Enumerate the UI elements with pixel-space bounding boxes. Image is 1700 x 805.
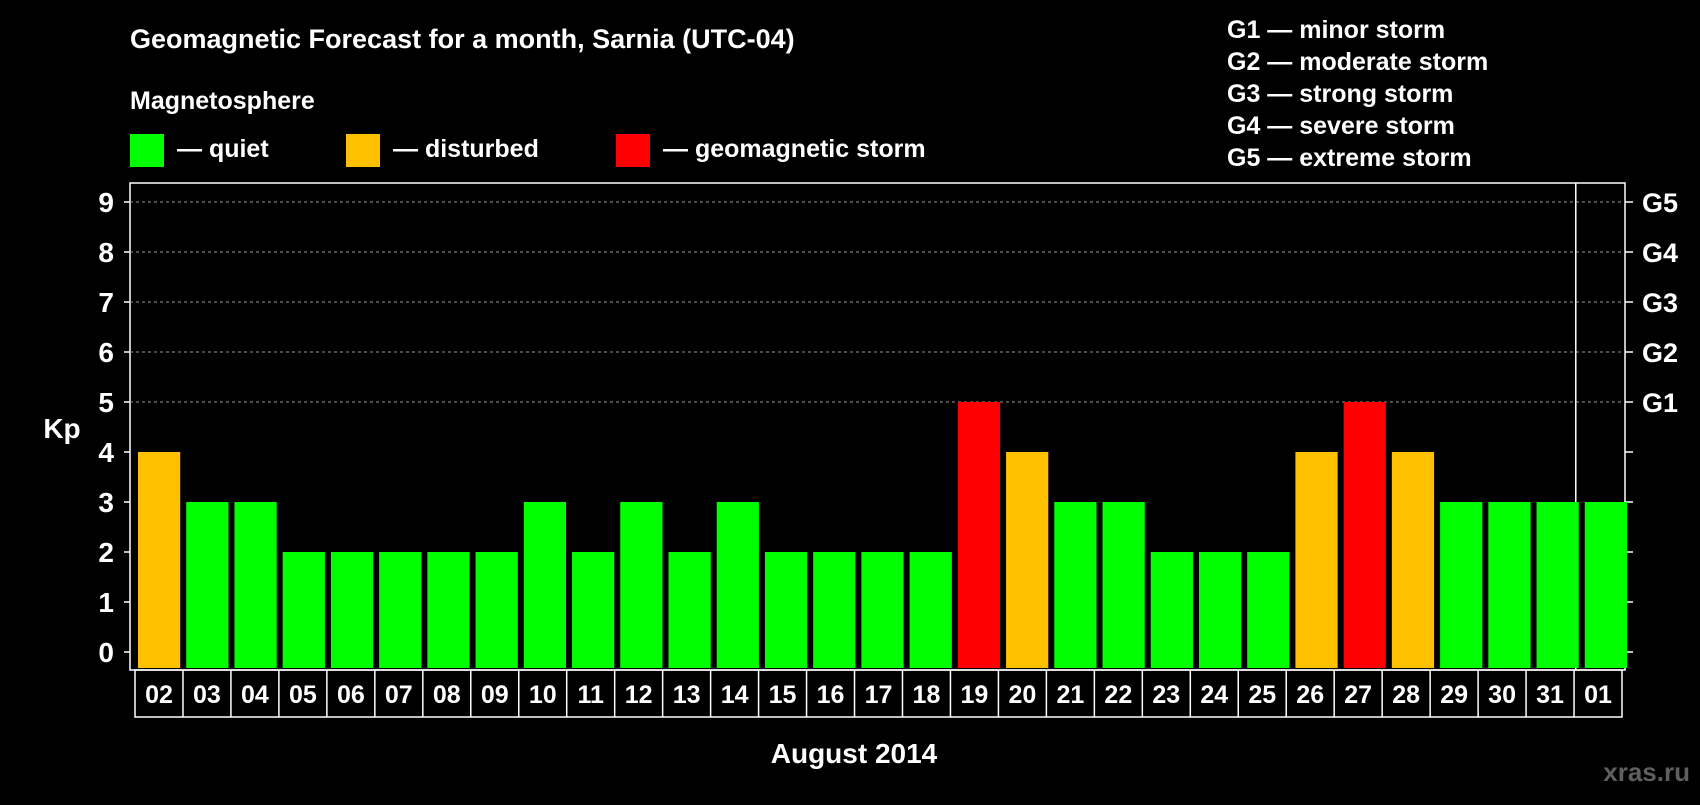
bar-29 bbox=[1440, 502, 1483, 668]
x-tick-label: 04 bbox=[241, 681, 269, 709]
bar-01 bbox=[1584, 502, 1627, 668]
storm-scale-item: G3 — strong storm bbox=[1227, 80, 1453, 108]
bar-18 bbox=[909, 552, 952, 668]
x-tick-label: 07 bbox=[385, 681, 413, 709]
x-tick-label: 30 bbox=[1488, 681, 1516, 709]
x-tick-label: 02 bbox=[145, 681, 173, 709]
bar-23 bbox=[1150, 552, 1193, 668]
x-axis-label: August 2014 bbox=[771, 738, 938, 769]
x-tick-label: 23 bbox=[1152, 681, 1180, 709]
x-tick-label: 28 bbox=[1392, 681, 1420, 709]
x-tick-label: 25 bbox=[1248, 681, 1276, 709]
x-tick-label: 09 bbox=[481, 681, 509, 709]
x-tick-label: 22 bbox=[1104, 681, 1132, 709]
bar-04 bbox=[234, 502, 277, 668]
x-tick-label: 29 bbox=[1440, 681, 1468, 709]
y-tick-label: 3 bbox=[98, 487, 114, 518]
x-tick-label: 06 bbox=[337, 681, 365, 709]
x-tick-label: 14 bbox=[721, 681, 749, 709]
right-tick-label: G1 bbox=[1642, 388, 1678, 418]
x-tick-label: 21 bbox=[1056, 681, 1084, 709]
watermark: xras.ru bbox=[1603, 757, 1690, 787]
bar-08 bbox=[427, 552, 470, 668]
x-tick-label: 19 bbox=[961, 681, 989, 709]
y-tick-label: 9 bbox=[98, 187, 114, 218]
legend-label-storm: — geomagnetic storm bbox=[663, 135, 926, 163]
bar-06 bbox=[330, 552, 374, 668]
legend-swatch-quiet bbox=[130, 134, 164, 167]
chart-title: Geomagnetic Forecast for a month, Sarnia… bbox=[130, 24, 795, 54]
y-tick-label: 2 bbox=[98, 537, 114, 568]
legend-label-disturbed: — disturbed bbox=[393, 135, 539, 163]
right-tick-label: G3 bbox=[1642, 288, 1678, 318]
right-tick-label: G2 bbox=[1642, 338, 1678, 368]
bar-21 bbox=[1054, 502, 1097, 668]
y-tick-label: 0 bbox=[98, 637, 114, 668]
bar-26 bbox=[1295, 452, 1338, 668]
right-tick-label: G4 bbox=[1642, 238, 1678, 268]
bar-16 bbox=[813, 552, 856, 668]
y-tick-label: 6 bbox=[98, 337, 114, 368]
legend-swatch-disturbed bbox=[346, 134, 380, 167]
y-tick-label: 7 bbox=[98, 287, 114, 318]
x-tick-label: 24 bbox=[1200, 681, 1228, 709]
right-tick-label: G5 bbox=[1642, 188, 1678, 218]
bar-20 bbox=[1006, 452, 1049, 668]
bar-10 bbox=[523, 502, 567, 668]
storm-scale-item: G2 — moderate storm bbox=[1227, 48, 1488, 76]
legend: — quiet — disturbed — geomagnetic storm bbox=[130, 134, 926, 167]
legend-swatch-storm bbox=[616, 134, 650, 167]
x-tick-label: 20 bbox=[1008, 681, 1036, 709]
bar-13 bbox=[668, 552, 711, 668]
x-tick-label: 13 bbox=[673, 681, 701, 709]
x-tick-label: 27 bbox=[1344, 681, 1372, 709]
x-tick-label: 31 bbox=[1536, 681, 1564, 709]
legend-title: Magnetosphere bbox=[130, 87, 315, 115]
x-tick-label: 01 bbox=[1584, 681, 1612, 709]
bar-27 bbox=[1343, 402, 1386, 668]
x-tick-label: 16 bbox=[817, 681, 845, 709]
bar-14 bbox=[716, 502, 759, 668]
x-tick-label: 03 bbox=[193, 681, 221, 709]
bar-11 bbox=[572, 552, 615, 668]
x-tick-label: 18 bbox=[913, 681, 941, 709]
x-tick-label: 17 bbox=[865, 681, 893, 709]
y-tick-label: 5 bbox=[98, 387, 114, 418]
x-tick-label: 12 bbox=[625, 681, 653, 709]
x-tick-label: 08 bbox=[433, 681, 461, 709]
date-axis-frame bbox=[134, 669, 1623, 718]
bar-25 bbox=[1247, 552, 1290, 668]
bar-09 bbox=[475, 552, 518, 668]
y-axis-label: Kp bbox=[43, 413, 80, 444]
y-tick-label: 1 bbox=[98, 587, 114, 618]
bar-22 bbox=[1102, 502, 1145, 668]
storm-scale-item: G1 — minor storm bbox=[1227, 16, 1445, 44]
x-tick-label: 15 bbox=[769, 681, 797, 709]
x-tick-label: 05 bbox=[289, 681, 317, 709]
bar-19 bbox=[957, 402, 1001, 668]
storm-scale-legend: G1 — minor storm G2 — moderate storm G3 — … bbox=[1227, 16, 1488, 172]
storm-scale-item: G4 — severe storm bbox=[1227, 112, 1455, 140]
y-tick-label: 4 bbox=[98, 437, 114, 468]
x-tick-label: 10 bbox=[529, 681, 557, 709]
bar-28 bbox=[1391, 452, 1435, 668]
bar-12 bbox=[620, 502, 663, 668]
bar-07 bbox=[379, 552, 422, 668]
bar-05 bbox=[282, 552, 325, 668]
bar-03 bbox=[186, 502, 229, 668]
bar-31 bbox=[1536, 502, 1579, 668]
x-tick-label: 11 bbox=[577, 681, 604, 709]
bar-30 bbox=[1488, 502, 1531, 668]
bar-02 bbox=[138, 452, 181, 668]
bar-15 bbox=[764, 552, 808, 668]
x-tick-label: 26 bbox=[1296, 681, 1324, 709]
bar-17 bbox=[861, 552, 904, 668]
bar-24 bbox=[1198, 552, 1242, 668]
storm-scale-item: G5 — extreme storm bbox=[1227, 144, 1472, 172]
legend-label-quiet: — quiet bbox=[177, 135, 269, 163]
y-tick-label: 8 bbox=[98, 237, 114, 268]
